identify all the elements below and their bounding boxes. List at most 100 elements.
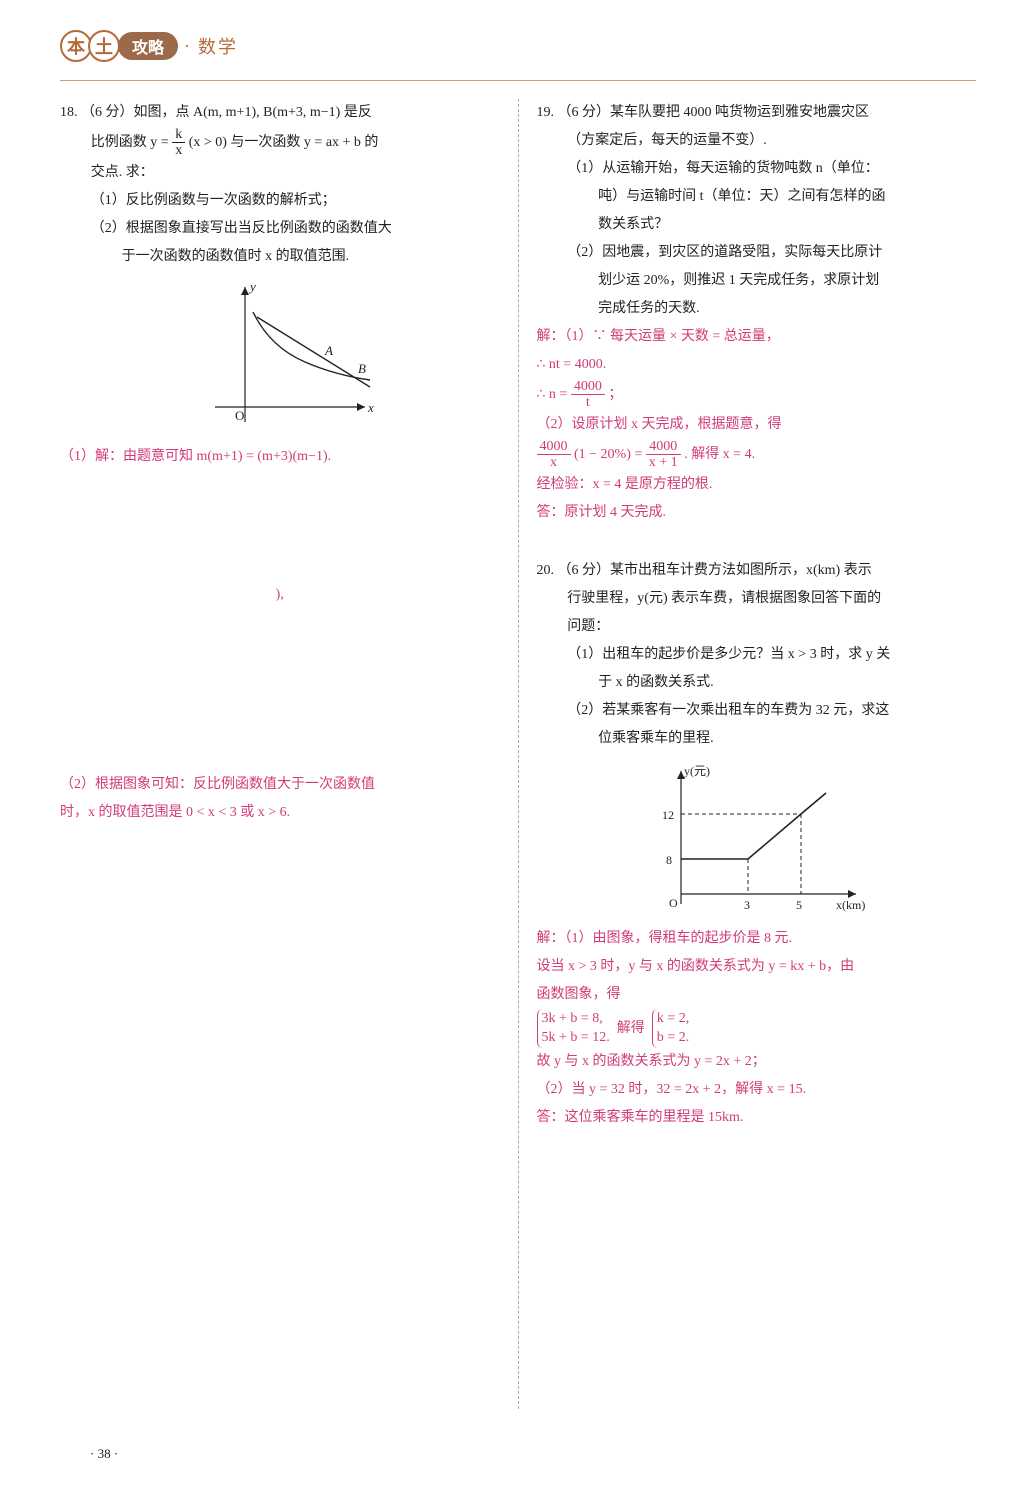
q19-a3-num: 4000 xyxy=(571,379,605,395)
q20-a6: （2）当 y = 32 时，32 = 2x + 2，解得 x = 15. xyxy=(537,1076,977,1104)
q18-frac-den: x xyxy=(172,143,185,158)
q19-a7: 答：原计划 4 天完成. xyxy=(537,499,977,527)
logo-pill: 攻略 xyxy=(118,32,178,60)
q19-a5-mid: (1 − 20%) = xyxy=(574,447,646,462)
q19-a2: ∴ nt = 4000. xyxy=(537,351,977,379)
q18-frac: k x xyxy=(172,127,185,159)
q19-a3-pre: ∴ n = xyxy=(537,387,571,402)
header-underline xyxy=(60,80,976,81)
q19-a5-f2d: x + 1 xyxy=(646,455,681,470)
q20-a1: 解：（1）由图象，得租车的起步价是 8 元. xyxy=(537,925,977,953)
q18-stem-l2a: 比例函数 y = xyxy=(91,135,172,150)
q20-a3: 函数图象，得 xyxy=(537,981,977,1009)
q20-c1: 3k + b = 8, xyxy=(542,1009,610,1029)
q20-figure: O y(元) x(km) 8 12 3 5 xyxy=(537,759,977,919)
q20-line1: 20. （6 分）某市出租车计费方法如图所示，x(km) 表示 xyxy=(537,557,977,585)
q18-part1: （1）反比例函数与一次函数的解析式； xyxy=(60,187,500,215)
q19-stem-l1: （6 分）某车队要把 4000 吨货物运到雅安地震灾区 xyxy=(558,105,870,120)
q19-p1-l3: 数关系式？ xyxy=(537,211,977,239)
q18-ans1: （1）解：由题意可知 m(m+1) = (m+3)(m−1). xyxy=(60,443,500,471)
q18-line1: 18. （6 分）如图，点 A(m, m+1), B(m+3, m−1) 是反 xyxy=(60,99,500,127)
q18-figure: O y x A B xyxy=(60,277,500,437)
q19-p1-l2: 吨）与运输时间 t（单位：天）之间有怎样的函 xyxy=(537,183,977,211)
page: 本 土 攻略 · 数学 18. （6 分）如图，点 A(m, m+1), B(m… xyxy=(0,0,1024,1492)
q19-stem-l2: （方案定后，每天的运量不变）. xyxy=(537,127,977,155)
q20-number: 20. xyxy=(537,563,555,578)
q19-a3-post: ； xyxy=(608,387,622,402)
q20-c3: k = 2, xyxy=(657,1009,689,1029)
q19-a5-end: . 解得 x = 4. xyxy=(684,447,755,462)
q19-a3-frac: 4000 t xyxy=(571,379,605,411)
q18-graph-svg: O y x A B xyxy=(175,277,385,437)
q20-cases2: k = 2, b = 2. xyxy=(652,1009,689,1048)
q19-a5-f1d: x xyxy=(537,455,571,470)
q19-a5-f1: 4000 x xyxy=(537,439,571,471)
q20-p1-l2: 于 x 的函数关系式. xyxy=(537,669,977,697)
q20-yt1: 12 xyxy=(662,808,674,822)
columns: 18. （6 分）如图，点 A(m, m+1), B(m+3, m−1) 是反 … xyxy=(60,99,976,1409)
q19-a3-den: t xyxy=(571,395,605,410)
q19-number: 19. xyxy=(537,105,555,120)
q18-number: 18. xyxy=(60,105,78,120)
q18-y-label: y xyxy=(248,279,256,294)
q20-stem-l3: 问题： xyxy=(537,613,977,641)
header-subject: 数学 xyxy=(198,33,238,59)
logo-circle-2: 土 xyxy=(88,30,120,62)
q18-stem-l2: 比例函数 y = k x (x > 0) 与一次函数 y = ax + b 的 xyxy=(60,127,500,159)
q18-pointB: B xyxy=(358,361,366,376)
column-left: 18. （6 分）如图，点 A(m, m+1), B(m+3, m−1) 是反 … xyxy=(60,99,518,1409)
column-right: 19. （6 分）某车队要把 4000 吨货物运到雅安地震灾区 （方案定后，每天… xyxy=(519,99,977,1409)
q20-graph-svg: O y(元) x(km) 8 12 3 5 xyxy=(636,759,876,919)
q19-a4: （2）设原计划 x 天完成，根据题意，得 xyxy=(537,411,977,439)
q20-xt0: 3 xyxy=(744,898,750,912)
q18-ans2-l1: （2）根据图象可知：反比例函数值大于一次函数值 xyxy=(60,771,500,799)
q18-stem-l3: 交点. 求： xyxy=(60,159,500,187)
q19-p1-l1: （1）从运输开始，每天运输的货物吨数 n（单位： xyxy=(537,155,977,183)
q18-frac-num: k xyxy=(172,127,185,143)
q18-ans2-l2: 时，x 的取值范围是 0 < x < 3 或 x > 6. xyxy=(60,799,500,827)
q20-p2-l1: （2）若某乘客有一次乘出租车的车费为 32 元，求这 xyxy=(537,697,977,725)
q20-origin: O xyxy=(669,896,678,910)
q18-workspace: ), xyxy=(60,581,500,741)
q20-a5: 故 y 与 x 的函数关系式为 y = 2x + 2； xyxy=(537,1048,977,1076)
q20-xt1: 5 xyxy=(796,898,802,912)
q20: 20. （6 分）某市出租车计费方法如图所示，x(km) 表示 行驶里程，y(元… xyxy=(537,557,977,1132)
q18: 18. （6 分）如图，点 A(m, m+1), B(m+3, m−1) 是反 … xyxy=(60,99,500,827)
q20-cases1: 3k + b = 8, 5k + b = 12. xyxy=(537,1009,610,1048)
q19-p2-l3: 完成任务的天数. xyxy=(537,295,977,323)
q18-stem-l1: （6 分）如图，点 A(m, m+1), B(m+3, m−1) 是反 xyxy=(81,105,372,120)
q18-pointA: A xyxy=(324,343,333,358)
q20-p2-l2: 位乘客乘车的里程. xyxy=(537,725,977,753)
page-number: · 38 · xyxy=(90,1446,118,1462)
q20-a4: 3k + b = 8, 5k + b = 12. 解得 k = 2, b = 2… xyxy=(537,1009,977,1048)
q19-a6: 经检验：x = 4 是原方程的根. xyxy=(537,471,977,499)
header: 本 土 攻略 · 数学 xyxy=(60,30,976,62)
q20-a4-mid: 解得 xyxy=(617,1020,645,1035)
q18-origin-label: O xyxy=(235,408,244,423)
q20-c2: 5k + b = 12. xyxy=(542,1028,610,1048)
q19-a5-f2n: 4000 xyxy=(646,439,681,455)
header-dot: · xyxy=(184,36,192,57)
q20-c4: b = 2. xyxy=(657,1028,689,1048)
q20-ylabel: y(元) xyxy=(684,764,710,778)
q18-stem-l2b: (x > 0) 与一次函数 y = ax + b 的 xyxy=(189,135,379,150)
q20-a2: 设当 x > 3 时，y 与 x 的函数关系式为 y = kx + b，由 xyxy=(537,953,977,981)
q18-x-label: x xyxy=(367,400,374,415)
q19-a1: 解：（1）∵ 每天运量 × 天数 = 总运量， xyxy=(537,323,977,351)
q20-a7: 答：这位乘客乘车的里程是 15km. xyxy=(537,1104,977,1132)
q19: 19. （6 分）某车队要把 4000 吨货物运到雅安地震灾区 （方案定后，每天… xyxy=(537,99,977,527)
q20-stem-l2: 行驶里程，y(元) 表示车费，请根据图象回答下面的 xyxy=(537,585,977,613)
q18-part2-l1: （2）根据图象直接写出当反比例函数的函数值大 xyxy=(60,215,500,243)
q19-p2-l2: 划少运 20%，则推迟 1 天完成任务，求原计划 xyxy=(537,267,977,295)
logo-badge: 本 土 攻略 xyxy=(60,30,178,62)
q20-xlabel: x(km) xyxy=(836,898,865,912)
q20-p1-l1: （1）出租车的起步价是多少元？当 x > 3 时，求 y 关 xyxy=(537,641,977,669)
q19-line1: 19. （6 分）某车队要把 4000 吨货物运到雅安地震灾区 xyxy=(537,99,977,127)
q18-part2-l2: 于一次函数的函数值时 x 的取值范围. xyxy=(60,243,500,271)
q19-a5-f2: 4000 x + 1 xyxy=(646,439,681,471)
q19-a3: ∴ n = 4000 t ； xyxy=(537,379,977,411)
q18-ans-mid: ), xyxy=(60,581,500,609)
q20-stem-l1: （6 分）某市出租车计费方法如图所示，x(km) 表示 xyxy=(558,563,872,578)
q19-a5: 4000 x (1 − 20%) = 4000 x + 1 . 解得 x = 4… xyxy=(537,439,977,471)
q19-a5-f1n: 4000 xyxy=(537,439,571,455)
